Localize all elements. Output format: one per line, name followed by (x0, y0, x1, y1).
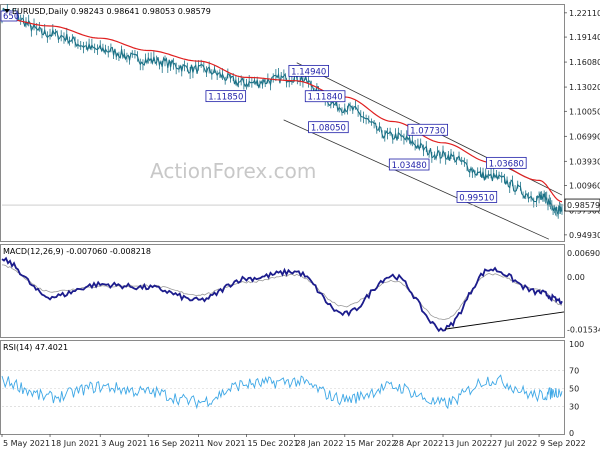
x-tick-label: 9 Sep 2022 (540, 439, 586, 448)
macd-y-tick-label: -0.015348 (567, 326, 600, 335)
x-tick-label: 15 Mar 2022 (346, 439, 397, 448)
x-tick-label: 3 Aug 2021 (101, 439, 147, 448)
x-tick-label: 27 Jul 2022 (492, 439, 537, 448)
annotation-box (205, 90, 247, 103)
price-y-tick-label: 1.16080 (569, 58, 600, 67)
price-y-tick-label: 0.94930 (569, 231, 600, 240)
macd-header: MACD(12,26,9) -0.007060 -0.008218 (3, 247, 151, 256)
price-header: EURUSD,Daily 0.98243 0.98641 0.98053 0.9… (12, 7, 211, 16)
price-y-tick-label: 1.10050 (569, 107, 600, 116)
collapse-triangle-icon[interactable] (4, 9, 10, 13)
x-tick-label: 28 Apr 2022 (394, 439, 443, 448)
price-y-tick-label: 1.22110 (569, 9, 600, 18)
price-y-tick-label: 1.00960 (569, 182, 600, 191)
rsi-y-tick-label: 50 (569, 385, 579, 394)
annotation-label: 1.03680 (489, 159, 524, 169)
annotation-label: 1.08050 (311, 124, 346, 134)
macd-y-tick-label: 0.006906 (567, 249, 600, 258)
annotation-box (308, 121, 349, 134)
macd-y-tick-label: 0.00 (567, 273, 585, 282)
annotation-box (407, 123, 448, 136)
annotation-box (456, 191, 498, 203)
price-panel-frame (0, 4, 565, 242)
price-line (1, 7, 563, 216)
channel-lower-line (283, 119, 550, 240)
x-tick-label: 1 Nov 2021 (199, 439, 245, 448)
last-price-label: 0.98579 (567, 201, 600, 210)
macd-trendline (445, 311, 565, 330)
rsi-panel-frame (0, 340, 565, 435)
x-tick-label: 16 Sep 2021 (149, 439, 200, 448)
left-edge-box (0, 10, 18, 22)
annotation-box (288, 64, 329, 77)
x-tick-label: 15 Dec 2021 (248, 439, 299, 448)
price-y-tick-label: 1.13020 (569, 83, 600, 92)
macd-signal-line (1, 264, 562, 320)
annotation-label: 1.11850 (208, 93, 243, 103)
annotation-box (388, 158, 430, 171)
watermark: ActionForex.com (150, 159, 316, 183)
rsi-line (1, 374, 563, 410)
annotation-label: 1.11840 (308, 93, 343, 103)
price-y-tick-label: 1.19140 (569, 33, 600, 42)
rsi-y-tick-label: 0 (569, 429, 574, 438)
last-price-badge (564, 198, 600, 212)
annotation-label: 1.03480 (392, 161, 427, 171)
left-edge-label: 650 (3, 12, 19, 22)
rsi-header: RSI(14) 47.4021 (3, 343, 68, 352)
rsi-y-tick-label: 30 (569, 402, 579, 411)
rsi-y-tick-label: 100 (569, 340, 584, 349)
annotation-label: 0.99510 (459, 193, 494, 203)
price-panel: 1.11850 1.14940 1.11840 1.08050 1.07730 1.034… (0, 3, 564, 240)
annotation-label: 1.14940 (291, 67, 326, 77)
annotation-box (486, 156, 527, 169)
annotation-label: 1.07730 (410, 126, 445, 136)
macd-panel-frame (0, 244, 565, 338)
price-y-tick-label: 1.03930 (569, 157, 600, 166)
x-tick-label: 18 Jun 2021 (51, 439, 99, 448)
macd-panel (1, 256, 565, 333)
x-tick-label: 5 May 2021 (3, 439, 50, 448)
macd-line (1, 256, 563, 333)
rsi-y-tick-label: 70 (569, 367, 579, 376)
price-y-tick-label: 1.06990 (569, 132, 600, 141)
x-tick-label: 13 Jun 2022 (444, 439, 492, 448)
rsi-panel (1, 370, 564, 410)
axes: 1.22110 1.19140 1.16080 1.13020 1.10050 1.069… (1, 9, 600, 448)
x-tick-label: 28 Jan 2022 (296, 439, 344, 448)
annotation-box (304, 90, 346, 103)
